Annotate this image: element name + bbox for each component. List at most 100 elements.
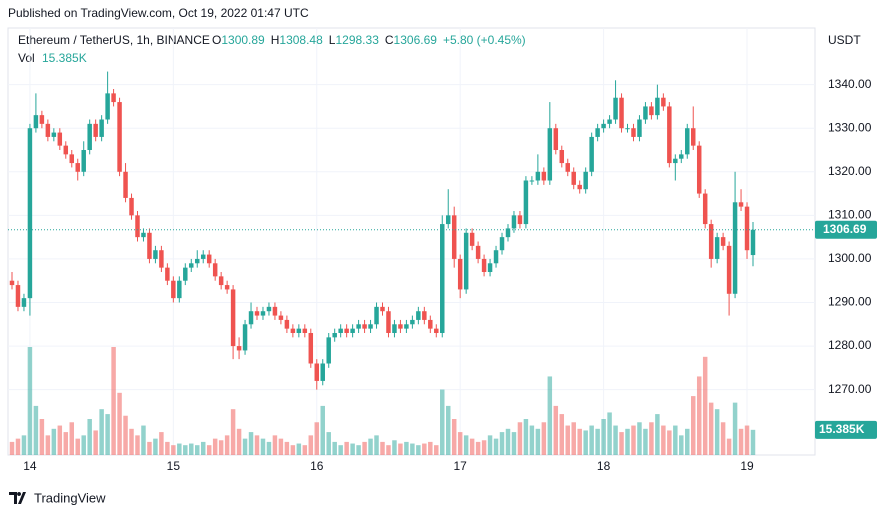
volume-bar <box>410 443 415 455</box>
volume-bar <box>332 441 337 455</box>
y-unit: USDT <box>828 33 861 47</box>
volume-bar <box>224 435 230 455</box>
volume-bar <box>254 435 260 455</box>
volume-bar <box>732 402 738 455</box>
candle-body <box>463 232 469 290</box>
volume-bar <box>99 409 104 455</box>
candle-body <box>81 150 86 172</box>
volume-bar <box>708 402 714 455</box>
candle-body <box>189 263 194 268</box>
candle-body <box>302 328 308 333</box>
volume-bar <box>553 405 559 455</box>
candle-body <box>171 280 176 299</box>
candle-body <box>577 184 582 190</box>
volume-bar <box>320 405 325 455</box>
candle-body <box>457 258 463 290</box>
candle-body <box>248 311 254 325</box>
candle-body <box>33 115 39 129</box>
last-price-box <box>815 220 877 239</box>
last-price-label: 1306.69 <box>823 222 867 236</box>
candle-body <box>559 150 565 164</box>
volume-bar <box>350 443 355 455</box>
candle-body <box>362 324 367 329</box>
volume-bar <box>625 428 630 455</box>
volume-bar <box>272 435 278 455</box>
volume-bar <box>278 438 284 455</box>
candle-body <box>475 245 481 259</box>
volume-bar <box>475 441 481 455</box>
candle-body <box>386 311 391 333</box>
volume-bar <box>404 441 409 455</box>
volume-bar <box>422 443 427 455</box>
volume-bar <box>655 414 660 455</box>
candle-body <box>332 333 337 338</box>
volume-bar <box>547 376 553 455</box>
candle-body <box>685 128 690 155</box>
candle-body <box>27 128 33 299</box>
candle-body <box>613 97 618 120</box>
volume-bar <box>15 438 21 455</box>
volume-bar <box>595 428 600 455</box>
volume-box <box>815 420 877 439</box>
candle-body <box>750 229 756 256</box>
candle-body <box>290 328 296 333</box>
candle-body <box>69 154 74 164</box>
volume-bar <box>691 396 696 455</box>
volume-bar <box>206 445 212 455</box>
candle-body <box>135 215 140 238</box>
volume-bar <box>380 441 385 455</box>
volume-bar <box>284 441 290 455</box>
candle-body <box>218 276 224 286</box>
candle-body <box>422 311 427 320</box>
candle-body <box>565 163 570 172</box>
volume-bar <box>445 405 451 455</box>
volume-bar <box>517 422 523 455</box>
candle-body <box>667 106 672 164</box>
volume-bar <box>81 435 86 455</box>
volume-bar <box>451 419 457 455</box>
candle-body <box>726 245 732 294</box>
candle-body <box>63 145 69 155</box>
candle-body <box>541 171 547 181</box>
candle-body <box>440 224 445 333</box>
candle-body <box>200 254 206 259</box>
candle-body <box>195 258 200 264</box>
published: Published on TradingView.com, Oct 19, 20… <box>8 6 309 20</box>
volume-bar <box>386 445 391 455</box>
candle-body <box>738 202 744 207</box>
candle-body <box>493 250 499 264</box>
volume-bar <box>541 422 547 455</box>
volume-bar <box>720 422 726 455</box>
volume-bar <box>463 435 469 455</box>
candle-body <box>296 328 302 333</box>
volume-bar <box>631 425 636 455</box>
volume-bar <box>153 438 158 455</box>
volume-bar <box>266 441 272 455</box>
volume-bar <box>356 445 361 455</box>
y-tick-label: 1340.00 <box>828 77 872 91</box>
candle-body <box>272 306 278 316</box>
volume-bar <box>236 428 242 455</box>
volume-bar <box>63 432 69 455</box>
candle-body <box>655 97 660 116</box>
volume-bar <box>428 441 433 455</box>
candle-body <box>595 128 600 137</box>
candle-body <box>87 123 92 150</box>
volume-bar <box>673 425 678 455</box>
candle-body <box>410 319 415 325</box>
legend-letter: L <box>329 33 336 47</box>
candle-body <box>284 319 290 329</box>
volume-bar <box>183 445 188 455</box>
volume-bar <box>242 438 248 455</box>
volume-bar <box>27 347 33 455</box>
candle-body <box>230 289 236 347</box>
legend-value: 1298.33 <box>335 33 379 47</box>
candle-body <box>206 254 212 264</box>
y-tick-label: 1270.00 <box>828 382 872 396</box>
volume-bar <box>685 428 690 455</box>
volume-bar <box>260 438 266 455</box>
candle-body <box>679 154 684 159</box>
candle-body <box>511 215 517 229</box>
candle-body <box>236 346 242 351</box>
